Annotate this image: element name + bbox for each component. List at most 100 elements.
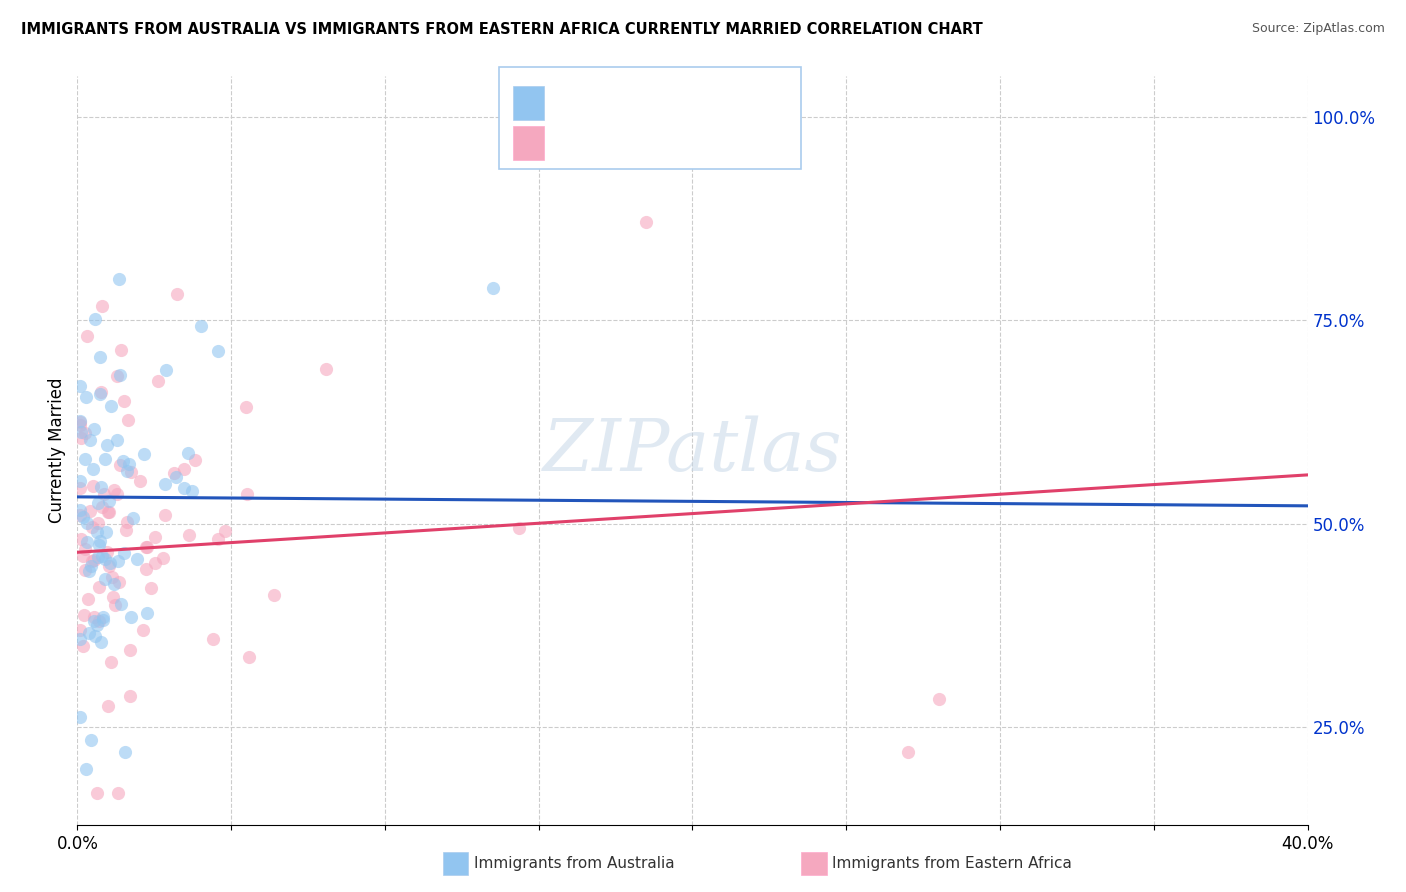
Point [79, 504, 101, 518]
Point [112, 394, 135, 409]
Point [202, 632, 225, 647]
Point [69, 508, 91, 522]
Point [105, 433, 128, 447]
Point [134, 447, 156, 461]
Point [83, 421, 105, 435]
Point [117, 457, 139, 471]
Point [84, 628, 107, 642]
Point [111, 454, 134, 468]
Point [80, 733, 103, 747]
Point [153, 476, 176, 491]
Point [184, 453, 207, 467]
Point [80, 559, 103, 574]
Point [75, 762, 97, 776]
Point [928, 691, 950, 706]
Point [100, 556, 122, 570]
Point [115, 464, 138, 478]
Point [636, 215, 658, 229]
Point [897, 745, 920, 759]
Point [107, 554, 129, 568]
Point [166, 286, 188, 301]
Point [152, 551, 174, 566]
Point [72, 510, 94, 524]
Point [73, 563, 96, 577]
Point [83, 553, 105, 567]
Point [135, 540, 157, 554]
Point [136, 607, 159, 621]
Point [87, 516, 110, 531]
Point [173, 481, 195, 495]
Point [69, 415, 91, 429]
Point [83, 609, 105, 624]
Point [93, 487, 115, 501]
Point [91, 610, 114, 624]
Point [136, 540, 159, 554]
Point [207, 533, 229, 547]
Point [87, 538, 110, 552]
Point [117, 413, 139, 427]
Point [108, 272, 131, 286]
Point [108, 574, 131, 589]
Point [83, 615, 105, 629]
Point [94, 524, 117, 539]
Point [177, 528, 200, 542]
Point [103, 576, 125, 591]
Point [69, 474, 91, 488]
Point [86, 496, 108, 510]
Point [96, 438, 118, 452]
Point [73, 607, 96, 622]
Point [69, 414, 91, 428]
Point [93, 551, 115, 566]
Point [190, 319, 212, 334]
Point [105, 487, 128, 501]
Point [77, 565, 100, 579]
Point [214, 524, 236, 539]
Point [83, 312, 105, 326]
Point [235, 487, 257, 501]
Point [69, 502, 91, 516]
Point [508, 521, 530, 535]
Point [87, 550, 110, 565]
Point [80, 553, 103, 567]
Point [69, 532, 91, 546]
Point [101, 570, 124, 584]
Point [104, 598, 127, 612]
Text: -0.020: -0.020 [586, 94, 640, 112]
Point [100, 655, 122, 669]
Text: IMMIGRANTS FROM AUSTRALIA VS IMMIGRANTS FROM EASTERN AFRICA CURRENTLY MARRIED CO: IMMIGRANTS FROM AUSTRALIA VS IMMIGRANTS … [21, 22, 983, 37]
Point [69, 482, 91, 496]
Point [77, 625, 100, 640]
Point [122, 511, 145, 525]
Point [76, 516, 98, 531]
Y-axis label: Currently Married: Currently Married [48, 377, 66, 524]
Point [146, 374, 169, 388]
Point [69, 417, 91, 432]
Text: R =: R = [555, 134, 592, 152]
Point [129, 474, 152, 488]
Point [75, 541, 97, 556]
Point [112, 547, 135, 561]
Point [105, 369, 128, 384]
Point [89, 533, 111, 548]
Point [163, 466, 186, 480]
Point [96, 545, 118, 559]
Point [94, 452, 117, 467]
Point [89, 614, 111, 628]
Point [145, 530, 167, 544]
Point [75, 426, 97, 441]
Point [73, 451, 96, 466]
Point [101, 590, 124, 604]
Point [114, 745, 136, 759]
Point [75, 390, 97, 404]
Point [173, 462, 195, 476]
Point [76, 535, 98, 549]
Point [103, 483, 125, 497]
Point [114, 523, 136, 537]
Point [86, 525, 108, 540]
Point [100, 399, 122, 413]
Text: R =: R = [555, 94, 592, 112]
Point [90, 480, 112, 494]
Point [70, 431, 93, 445]
Point [89, 350, 111, 364]
Text: Immigrants from Eastern Africa: Immigrants from Eastern Africa [832, 856, 1073, 871]
